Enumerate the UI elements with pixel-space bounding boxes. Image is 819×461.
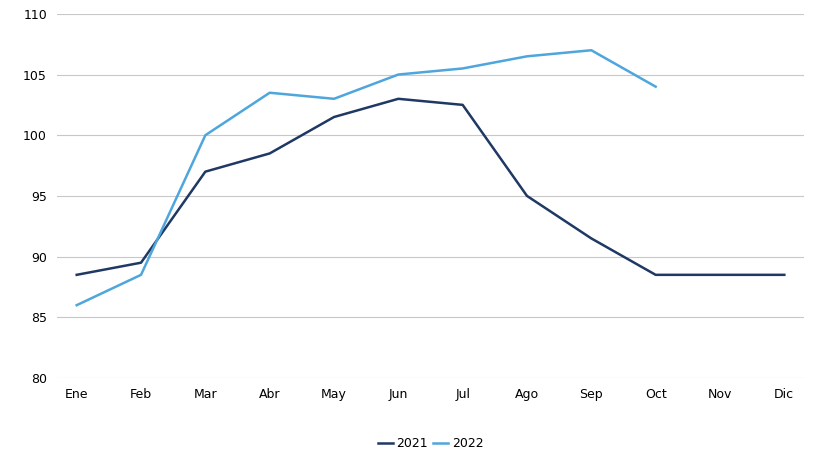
2022 (136, 272, 146, 278)
2022 (328, 96, 338, 101)
2021 (72, 272, 82, 278)
2022 (522, 53, 532, 59)
2021 (714, 272, 724, 278)
2022 (72, 302, 82, 308)
Line: 2021: 2021 (77, 99, 783, 275)
2022 (457, 66, 467, 71)
2021 (586, 236, 595, 241)
2021 (393, 96, 403, 101)
2021 (650, 272, 660, 278)
2022 (586, 47, 595, 53)
2022 (265, 90, 274, 95)
Line: 2022: 2022 (77, 50, 655, 305)
2021 (328, 114, 338, 120)
2022 (650, 84, 660, 89)
2021 (457, 102, 467, 107)
Legend: 2021, 2022: 2021, 2022 (372, 431, 488, 455)
2022 (200, 132, 210, 138)
2021 (778, 272, 788, 278)
2021 (522, 193, 532, 199)
2021 (265, 151, 274, 156)
2021 (136, 260, 146, 266)
2022 (393, 72, 403, 77)
2021 (200, 169, 210, 174)
